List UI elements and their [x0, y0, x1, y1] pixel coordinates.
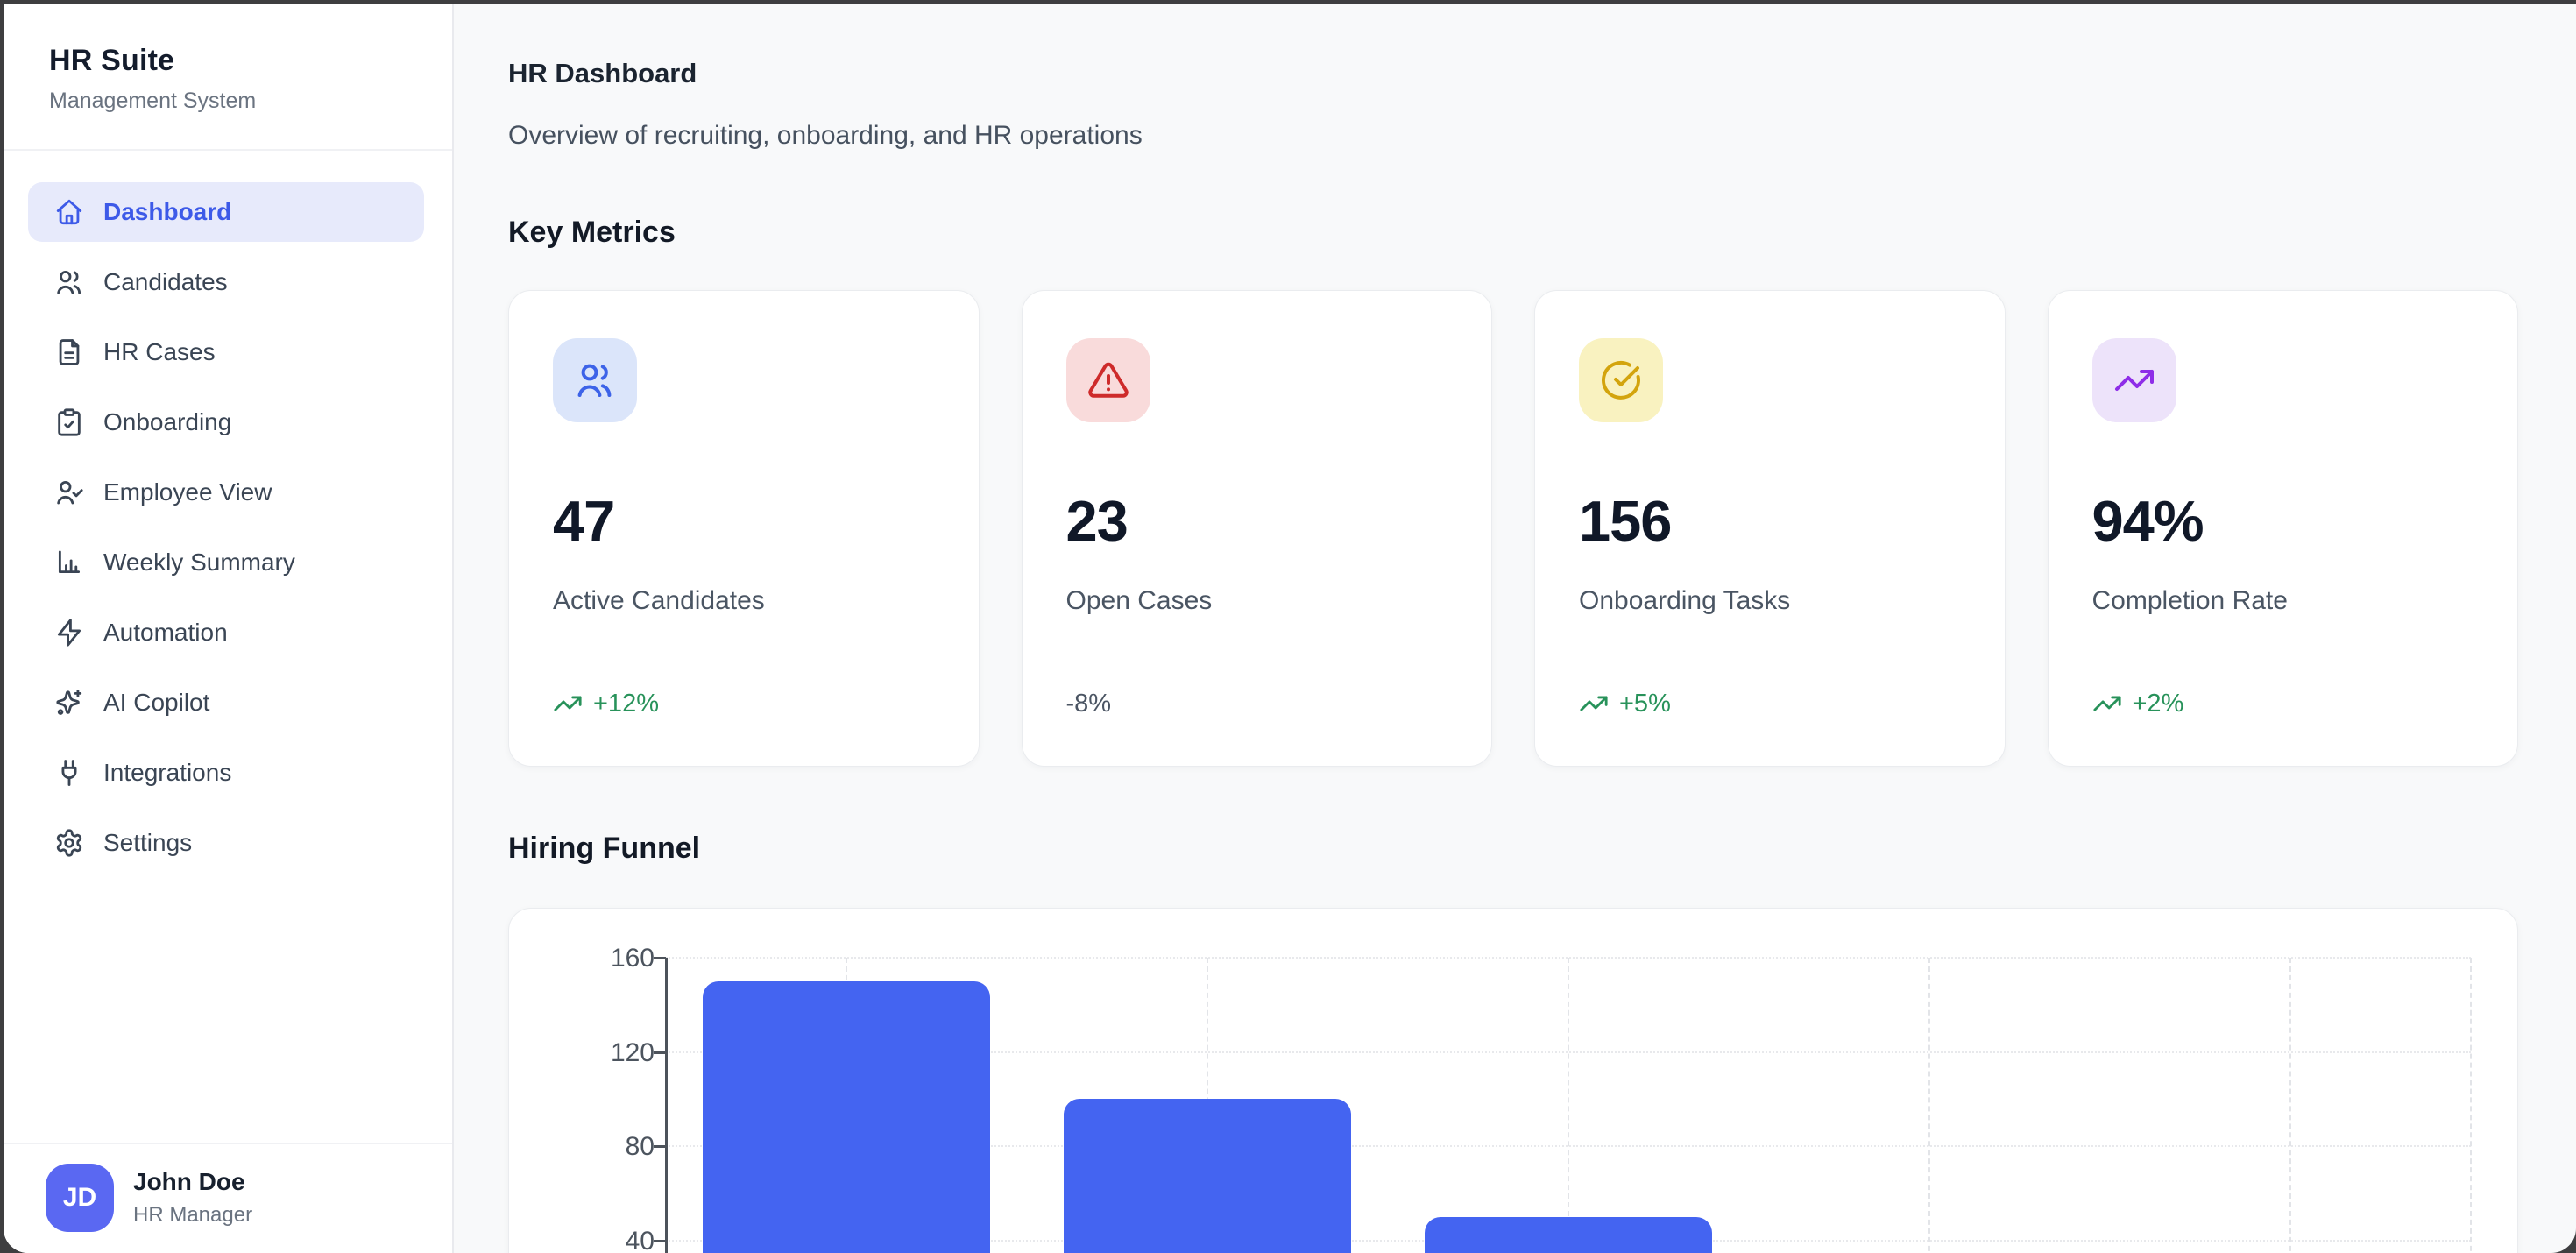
- user-role: HR Manager: [133, 1203, 253, 1227]
- user-meta: John Doe HR Manager: [133, 1168, 252, 1228]
- metric-trend: +12%: [553, 689, 935, 719]
- metric-value: 156: [1579, 489, 1672, 553]
- clipboard-check-icon: [54, 407, 84, 437]
- x-gridline: [2289, 958, 2291, 1253]
- sidebar-item-label: Automation: [103, 619, 228, 646]
- metric-label: Active Candidates: [553, 586, 765, 615]
- trend-value: -8%: [1065, 690, 1112, 718]
- metric-trend: +5%: [1579, 689, 1961, 719]
- home-icon: [54, 197, 84, 227]
- sidebar-item-hr-cases[interactable]: HR Cases: [28, 322, 424, 382]
- app-window: HR Suite Management System Dashboard Can…: [4, 4, 2576, 1253]
- sidebar-item-integrations[interactable]: Integrations: [28, 743, 424, 803]
- x-gridline: [1928, 958, 1930, 1253]
- sidebar-item-label: Integrations: [103, 759, 232, 786]
- sidebar-item-label: HR Cases: [103, 338, 216, 365]
- brand-tagline: Management System: [49, 88, 257, 113]
- sidebar-item-automation[interactable]: Automation: [28, 603, 424, 662]
- funnel-bar[interactable]: [1064, 1099, 1351, 1253]
- plug-icon: [54, 758, 84, 788]
- metric-label: Onboarding Tasks: [1579, 586, 1791, 615]
- trend-value: +5%: [1619, 689, 1671, 718]
- trend-value: +12%: [593, 689, 659, 718]
- circle-check-icon: [1579, 338, 1663, 422]
- metric-trend: +2%: [2092, 689, 2474, 719]
- metric-label: Open Cases: [1065, 586, 1213, 615]
- gear-icon: [54, 828, 84, 858]
- hiring-funnel-heading: Hiring Funnel: [508, 832, 701, 865]
- funnel-plot: 160 120 80 40: [509, 909, 2517, 1253]
- trend-value: +2%: [2132, 689, 2184, 718]
- metric-value: 47: [553, 489, 615, 553]
- sidebar-item-label: Settings: [103, 829, 193, 856]
- sidebar-item-settings[interactable]: Settings: [28, 813, 424, 873]
- page-title: HR Dashboard: [508, 58, 697, 88]
- user-profile[interactable]: JD John Doe HR Manager: [4, 1143, 452, 1253]
- y-axis-line: [665, 958, 668, 1253]
- brand: HR Suite Management System: [4, 4, 452, 151]
- y-axis-label: 120: [610, 1037, 655, 1067]
- alert-triangle-icon: [1065, 338, 1150, 422]
- y-axis-tick: [654, 1145, 666, 1148]
- metric-value: 94%: [2091, 489, 2204, 553]
- page-subtitle: Overview of recruiting, onboarding, and …: [508, 121, 1143, 150]
- sidebar: HR Suite Management System Dashboard Can…: [4, 4, 454, 1253]
- hiring-funnel-chart: 160 120 80 40: [508, 908, 2518, 1253]
- sidebar-item-onboarding[interactable]: Onboarding: [28, 393, 424, 452]
- sidebar-item-ai-copilot[interactable]: AI Copilot: [28, 673, 424, 733]
- trending-up-icon: [2091, 338, 2176, 422]
- funnel-bar[interactable]: [1425, 1216, 1712, 1253]
- sidebar-item-label: AI Copilot: [103, 689, 210, 716]
- y-axis-label: 80: [625, 1132, 655, 1161]
- metric-card-active-candidates: 47 Active Candidates +12%: [508, 290, 980, 767]
- y-axis-label: 40: [625, 1226, 655, 1253]
- sidebar-item-label: Weekly Summary: [103, 549, 295, 576]
- user-check-icon: [54, 478, 84, 507]
- metric-card-open-cases: 23 Open Cases -8%: [1021, 290, 1492, 767]
- trending-up-icon: [1579, 689, 1609, 719]
- avatar: JD: [46, 1164, 114, 1232]
- key-metrics-heading: Key Metrics: [508, 216, 676, 249]
- metric-trend: -8%: [1066, 690, 1448, 719]
- metric-card-completion-rate: 94% Completion Rate +2%: [2047, 290, 2518, 767]
- zap-icon: [54, 618, 84, 648]
- trending-up-icon: [553, 689, 583, 719]
- bar-chart-icon: [54, 548, 84, 577]
- x-gridline: [1568, 958, 1569, 1253]
- metric-cards: 47 Active Candidates +12% 23 Open Cases …: [508, 290, 2518, 767]
- sidebar-item-employee-view[interactable]: Employee View: [28, 463, 424, 522]
- y-axis-label: 160: [610, 944, 655, 973]
- sidebar-item-candidates[interactable]: Candidates: [28, 252, 424, 312]
- metric-card-onboarding-tasks: 156 Onboarding Tasks +5%: [1534, 290, 2006, 767]
- sidebar-item-label: Dashboard: [103, 198, 232, 225]
- y-axis-tick: [654, 957, 666, 959]
- main-content: HR Dashboard Overview of recruiting, onb…: [454, 4, 2576, 1253]
- sidebar-nav: Dashboard Candidates HR Cases Onboarding…: [4, 151, 452, 1143]
- users-icon: [553, 338, 637, 422]
- metric-label: Completion Rate: [2091, 586, 2288, 615]
- brand-name: HR Suite: [49, 44, 175, 77]
- user-name: John Doe: [133, 1168, 245, 1195]
- metric-value: 23: [1065, 489, 1129, 553]
- users-icon: [54, 267, 84, 297]
- plot-right-border: [2470, 958, 2472, 1253]
- trending-up-icon: [2092, 689, 2122, 719]
- sidebar-item-weekly-summary[interactable]: Weekly Summary: [28, 533, 424, 592]
- sidebar-item-label: Candidates: [103, 268, 228, 295]
- funnel-bar[interactable]: [703, 980, 990, 1253]
- y-axis-tick: [654, 1051, 666, 1054]
- sidebar-item-label: Employee View: [103, 478, 272, 506]
- sparkles-icon: [54, 688, 84, 718]
- sidebar-item-dashboard[interactable]: Dashboard: [28, 182, 424, 242]
- file-text-icon: [54, 337, 84, 367]
- sidebar-item-label: Onboarding: [103, 408, 232, 435]
- y-axis-tick: [654, 1239, 666, 1242]
